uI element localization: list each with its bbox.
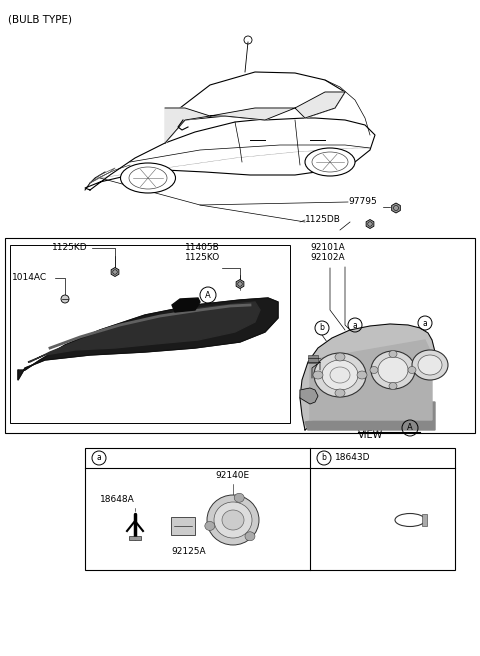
Ellipse shape bbox=[214, 502, 252, 538]
Text: 1125KO: 1125KO bbox=[185, 253, 220, 262]
Bar bbox=[308, 355, 318, 363]
Ellipse shape bbox=[378, 357, 408, 383]
Ellipse shape bbox=[205, 522, 215, 531]
Ellipse shape bbox=[412, 350, 448, 380]
Polygon shape bbox=[210, 108, 295, 120]
Ellipse shape bbox=[418, 355, 442, 375]
Ellipse shape bbox=[408, 367, 416, 373]
Ellipse shape bbox=[335, 389, 345, 397]
Bar bbox=[129, 536, 141, 540]
Bar bbox=[171, 517, 195, 535]
Polygon shape bbox=[18, 298, 278, 380]
Text: 1125KD: 1125KD bbox=[52, 243, 88, 253]
Ellipse shape bbox=[120, 163, 176, 193]
Text: 11405B: 11405B bbox=[185, 243, 220, 253]
Circle shape bbox=[61, 295, 69, 303]
Ellipse shape bbox=[305, 148, 355, 176]
Bar bbox=[422, 514, 427, 526]
Ellipse shape bbox=[234, 493, 244, 502]
Polygon shape bbox=[85, 118, 375, 190]
Polygon shape bbox=[165, 72, 345, 143]
Bar bbox=[85, 448, 455, 570]
Polygon shape bbox=[300, 324, 435, 430]
Text: a: a bbox=[422, 319, 427, 327]
Text: 1125DB: 1125DB bbox=[305, 216, 341, 224]
Text: 18648A: 18648A bbox=[100, 495, 135, 504]
Polygon shape bbox=[295, 92, 345, 118]
Text: A: A bbox=[407, 424, 413, 432]
Polygon shape bbox=[392, 203, 400, 213]
Text: 92102A: 92102A bbox=[310, 253, 345, 262]
Polygon shape bbox=[111, 268, 119, 276]
Text: VIEW: VIEW bbox=[358, 430, 383, 440]
Bar bbox=[5, 238, 475, 433]
Polygon shape bbox=[305, 402, 435, 430]
Ellipse shape bbox=[314, 353, 366, 397]
Text: A: A bbox=[205, 291, 211, 300]
Text: (BULB TYPE): (BULB TYPE) bbox=[8, 14, 72, 24]
Text: 97795: 97795 bbox=[348, 197, 377, 207]
Bar bbox=[10, 245, 290, 423]
Text: 1014AC: 1014AC bbox=[12, 274, 47, 283]
Text: b: b bbox=[322, 453, 326, 462]
Ellipse shape bbox=[389, 350, 397, 358]
Polygon shape bbox=[28, 302, 260, 362]
Polygon shape bbox=[172, 298, 200, 312]
Ellipse shape bbox=[335, 353, 345, 361]
Ellipse shape bbox=[389, 382, 397, 390]
Ellipse shape bbox=[371, 351, 415, 389]
Ellipse shape bbox=[322, 360, 358, 390]
Polygon shape bbox=[236, 279, 244, 289]
Text: 92125A: 92125A bbox=[171, 546, 205, 556]
Text: b: b bbox=[320, 323, 324, 333]
Ellipse shape bbox=[207, 495, 259, 545]
Polygon shape bbox=[165, 108, 210, 143]
Polygon shape bbox=[310, 340, 432, 420]
Ellipse shape bbox=[245, 532, 255, 541]
Text: a: a bbox=[353, 321, 358, 329]
Ellipse shape bbox=[222, 510, 244, 530]
Text: a: a bbox=[96, 453, 101, 462]
Polygon shape bbox=[366, 220, 374, 228]
Ellipse shape bbox=[313, 371, 323, 379]
Text: 18643D: 18643D bbox=[335, 453, 371, 462]
Ellipse shape bbox=[357, 371, 367, 379]
Polygon shape bbox=[300, 388, 318, 404]
Ellipse shape bbox=[370, 367, 378, 373]
Text: 92140E: 92140E bbox=[215, 472, 249, 480]
Text: 92101A: 92101A bbox=[310, 243, 345, 253]
